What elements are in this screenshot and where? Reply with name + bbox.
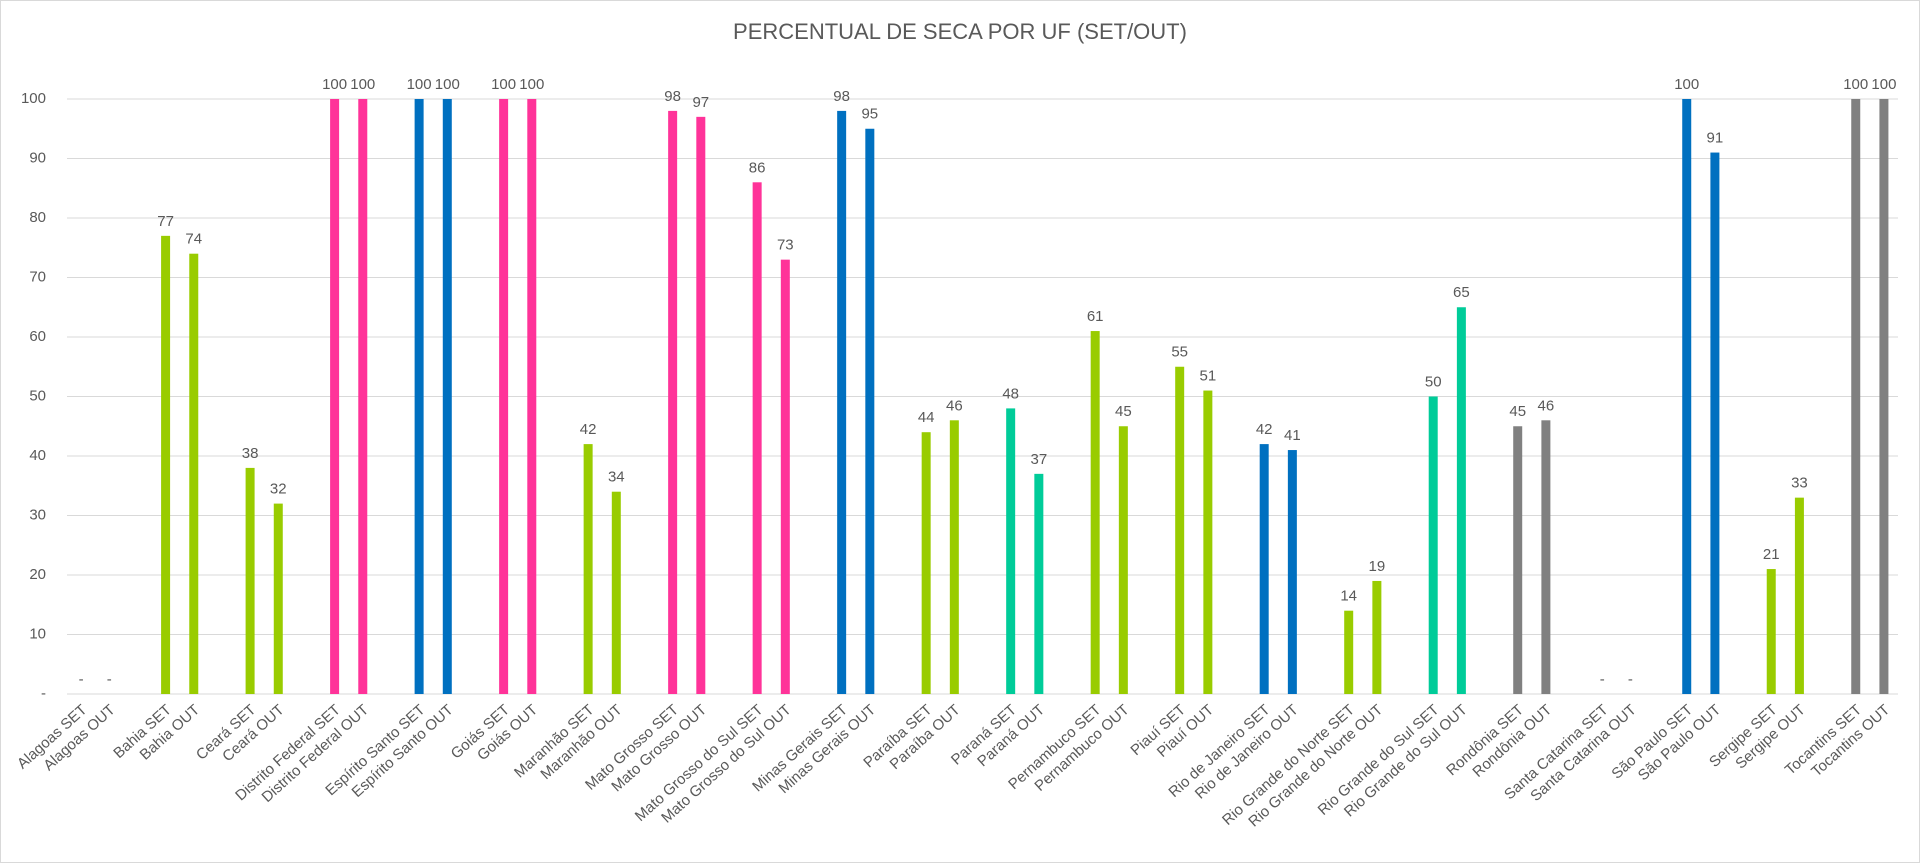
- bar: [499, 99, 509, 694]
- y-tick-label: 50: [29, 387, 46, 404]
- data-label: 86: [749, 159, 766, 176]
- data-label: 100: [519, 76, 544, 93]
- bar: [949, 420, 959, 694]
- bar: [330, 99, 340, 694]
- data-label: 91: [1707, 130, 1724, 147]
- data-label: 46: [1538, 397, 1555, 414]
- bar: [1710, 152, 1720, 695]
- data-label: 100: [1871, 76, 1896, 93]
- data-label: 74: [185, 231, 202, 248]
- bar: [1259, 444, 1269, 694]
- bar: [527, 99, 537, 694]
- y-tick-label: 60: [29, 328, 46, 345]
- data-label: 19: [1369, 558, 1386, 575]
- bar: [1090, 331, 1100, 694]
- bar: [1118, 426, 1128, 694]
- data-label: 100: [1843, 76, 1868, 93]
- data-label: 42: [580, 421, 597, 438]
- data-label: 98: [664, 88, 681, 105]
- bar: [1879, 99, 1889, 694]
- data-label: 37: [1030, 451, 1047, 468]
- data-label: 46: [946, 397, 963, 414]
- bar: [1287, 450, 1297, 694]
- bar: [668, 110, 678, 694]
- bar: [1203, 390, 1213, 694]
- bar: [358, 99, 368, 694]
- bar: [1541, 420, 1551, 694]
- data-label: 77: [157, 213, 174, 230]
- data-label: 61: [1087, 308, 1104, 325]
- bar: [1034, 473, 1044, 694]
- y-tick-label: 90: [29, 149, 46, 166]
- bar: [865, 128, 875, 694]
- data-label: -: [1600, 671, 1605, 688]
- bar: [1344, 610, 1354, 694]
- data-label: 51: [1200, 368, 1217, 385]
- data-label: -: [107, 671, 112, 688]
- y-tick-label: 30: [29, 506, 46, 523]
- data-label: 38: [242, 445, 259, 462]
- bar: [1456, 307, 1466, 694]
- chart-title: PERCENTUAL DE SECA POR UF (SET/OUT): [733, 19, 1187, 44]
- bar: [245, 467, 255, 694]
- data-label: 100: [350, 76, 375, 93]
- data-label: 48: [1002, 385, 1019, 402]
- bar: [921, 432, 931, 694]
- data-label: 100: [491, 76, 516, 93]
- bar: [273, 503, 283, 694]
- data-label: 97: [692, 94, 709, 111]
- bar: [1428, 396, 1438, 694]
- bar: [161, 235, 171, 694]
- y-tick-label: 20: [29, 566, 46, 583]
- bar: [414, 99, 424, 694]
- bar: [1513, 426, 1523, 694]
- bar: [1851, 99, 1861, 694]
- y-tick-label: 40: [29, 447, 46, 464]
- data-label: 65: [1453, 284, 1470, 301]
- data-label: 41: [1284, 427, 1301, 444]
- bar: [752, 182, 762, 695]
- data-label: 73: [777, 237, 794, 254]
- y-tick-label: 80: [29, 209, 46, 226]
- data-label: 45: [1115, 403, 1132, 420]
- bar: [696, 116, 706, 695]
- data-label: 44: [918, 409, 935, 426]
- data-label: 95: [861, 106, 878, 123]
- y-tick-label: 100: [21, 90, 46, 107]
- data-label: 100: [407, 76, 432, 93]
- y-tick-label: 70: [29, 268, 46, 285]
- bar: [837, 110, 847, 694]
- data-label: 98: [833, 88, 850, 105]
- data-label: 100: [322, 76, 347, 93]
- bar: [583, 444, 593, 694]
- data-label: 33: [1791, 475, 1808, 492]
- bar: [1175, 366, 1185, 694]
- data-label: 55: [1171, 344, 1188, 361]
- y-tick-label: 10: [29, 625, 46, 642]
- y-tick-label: -: [41, 685, 46, 702]
- data-label: 100: [1674, 76, 1699, 93]
- bar: [611, 491, 621, 694]
- bar: [1006, 408, 1016, 694]
- data-label: -: [79, 671, 84, 688]
- data-label: 45: [1509, 403, 1526, 420]
- data-label: 42: [1256, 421, 1273, 438]
- bar: [1794, 497, 1804, 694]
- data-label: 50: [1425, 373, 1442, 390]
- data-label: 21: [1763, 546, 1780, 563]
- bar: [442, 99, 452, 694]
- bar: [1372, 580, 1382, 694]
- data-label: 32: [270, 481, 287, 498]
- bar: [189, 253, 199, 694]
- bar: [780, 259, 790, 694]
- data-label: -: [1628, 671, 1633, 688]
- data-label: 34: [608, 469, 625, 486]
- bar: [1766, 569, 1776, 694]
- bar: [1682, 99, 1692, 694]
- data-label: 100: [435, 76, 460, 93]
- data-label: 14: [1340, 588, 1357, 605]
